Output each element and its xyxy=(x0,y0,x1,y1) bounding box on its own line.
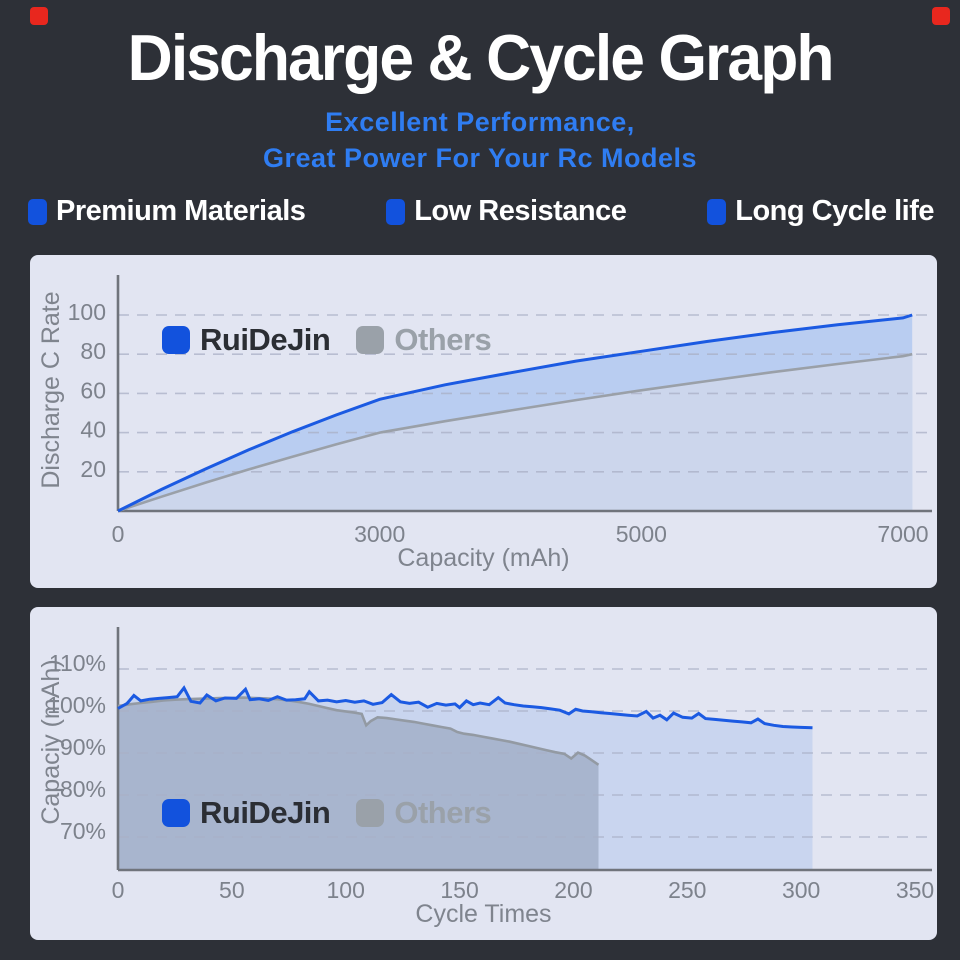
red-corner-left-decoration xyxy=(30,7,48,25)
legend-label: Others xyxy=(394,795,492,830)
feature-item: Long Cycle life xyxy=(707,195,934,228)
y-tick-label: 40 xyxy=(80,417,106,443)
y-tick-label: 80% xyxy=(60,776,106,802)
discharge-chart-legend: RuiDeJin Others xyxy=(162,322,492,358)
y-tick-label: 90% xyxy=(60,734,106,760)
others-line xyxy=(117,696,600,766)
legend-swatch-icon xyxy=(162,326,190,354)
x-tick-label: 150 xyxy=(440,877,478,903)
legend-swatch-icon xyxy=(356,799,385,827)
x-tick-label: 100 xyxy=(327,877,365,903)
feature-label: Long Cycle life xyxy=(735,195,934,227)
y-tick-label: 80 xyxy=(80,338,106,364)
legend-item: Others xyxy=(356,795,492,831)
legend-item: Others xyxy=(356,322,492,358)
feature-label: Low Resistance xyxy=(414,195,627,227)
y-tick-label: 110% xyxy=(49,650,106,676)
legend-label: RuiDeJin xyxy=(200,795,331,830)
cycle-y-axis-title: Capaciy (mAh) xyxy=(37,659,65,825)
legend-label: RuiDeJin xyxy=(200,322,331,357)
page-title-text: Discharge & Cycle Graph xyxy=(127,21,835,94)
y-tick-label: 100% xyxy=(47,692,106,718)
legend-swatch-icon xyxy=(356,326,385,354)
legend-swatch-icon xyxy=(162,799,190,827)
x-tick-label: 350 xyxy=(896,877,934,903)
x-tick-label: 0 xyxy=(112,877,125,903)
x-tick-label: 250 xyxy=(668,877,706,903)
y-tick-label: 100 xyxy=(68,299,106,325)
legend-item: RuiDeJin xyxy=(162,322,331,358)
y-tick-label: 20 xyxy=(80,456,106,482)
feature-item: Premium Materials xyxy=(28,195,306,228)
blue-square-bullet-icon xyxy=(28,198,47,225)
x-tick-label: 50 xyxy=(219,877,245,903)
subtitle-line-1: Excellent Performance, xyxy=(325,107,635,137)
red-corner-right-decoration xyxy=(932,7,950,25)
subtitle: Excellent Performance, Great Power For Y… xyxy=(0,104,960,176)
subtitle-line-2: Great Power For Your Rc Models xyxy=(262,143,698,173)
blue-square-bullet-icon xyxy=(707,198,727,225)
ruidejin-line xyxy=(117,685,813,730)
ruidejin-curve xyxy=(117,313,913,513)
ruidejin-area-fill xyxy=(118,687,813,870)
legend-label: Others xyxy=(394,322,492,357)
y-tick-label: 60 xyxy=(80,377,106,403)
y-tick-label: 70% xyxy=(60,818,106,844)
x-tick-label: 200 xyxy=(554,877,592,903)
x-tick-label: 3000 xyxy=(354,521,405,547)
discharge-x-axis-title: Capacity (mAh) xyxy=(397,544,570,572)
legend-item: RuiDeJin xyxy=(162,795,331,831)
discharge-chart-panel: 20 40 60 80 100 0 3000 5000 7000 Discharge C Rat… xyxy=(30,255,937,588)
cycle-x-axis-title: Cycle Times xyxy=(415,900,552,928)
feature-list: Premium Materials Low Resistance Long Cycl… xyxy=(28,195,934,228)
page-title: Discharge & Cycle Graph xyxy=(0,20,960,95)
x-tick-label: 300 xyxy=(782,877,820,903)
feature-item: Low Resistance xyxy=(386,195,627,228)
feature-label: Premium Materials xyxy=(56,195,306,227)
x-tick-label: 7000 xyxy=(877,521,928,547)
x-tick-label: 5000 xyxy=(616,521,667,547)
cycle-chart-panel: 70% 80% 90% 100% 110% 0 50 100 150 200 250 300 350 C… xyxy=(30,607,937,940)
discharge-y-axis-title: Discharge C Rate xyxy=(37,291,65,489)
cycle-chart: 70% 80% 90% 100% 110% 0 50 100 150 200 250 300 350 xyxy=(47,627,934,903)
cycle-chart-legend: RuiDeJin Others xyxy=(162,795,492,831)
others-curve xyxy=(117,352,913,513)
blue-square-bullet-icon xyxy=(386,198,406,225)
x-tick-label: 0 xyxy=(112,521,125,547)
others-area-fill xyxy=(118,697,599,870)
